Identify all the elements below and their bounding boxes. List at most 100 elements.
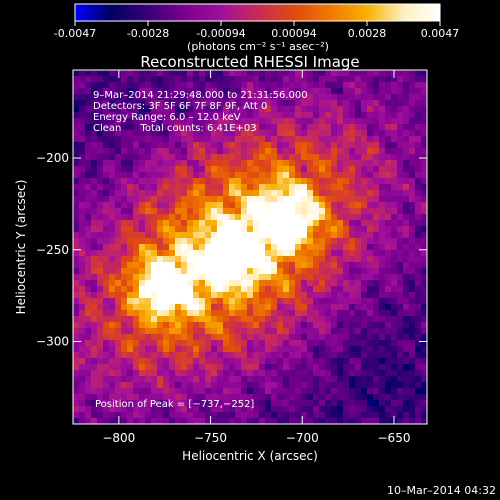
heatmap-cell (169, 232, 176, 239)
heatmap-cell (361, 382, 368, 389)
heatmap-cell (145, 154, 152, 161)
colorbar-tick-label: -0.0028 (127, 27, 169, 40)
heatmap-cell (325, 268, 332, 275)
heatmap-cell (385, 400, 392, 407)
heatmap-cell (271, 250, 278, 257)
heatmap-cell (415, 238, 422, 245)
heatmap-cell (217, 172, 224, 179)
heatmap-cell (343, 250, 350, 257)
heatmap-cell (409, 388, 416, 395)
heatmap-cell (205, 268, 212, 275)
heatmap-cell (409, 394, 416, 401)
heatmap-cell (247, 352, 254, 359)
heatmap-cell (361, 160, 368, 167)
heatmap-cell (277, 304, 284, 311)
heatmap-cell (115, 238, 122, 245)
heatmap-cell (229, 352, 236, 359)
heatmap-cell (379, 172, 386, 179)
heatmap-cell (313, 220, 320, 227)
heatmap-cell (301, 208, 308, 215)
heatmap-cell (229, 208, 236, 215)
heatmap-cell (397, 238, 404, 245)
heatmap-cell (403, 406, 410, 413)
heatmap-cell (253, 226, 260, 233)
heatmap-cell (247, 328, 254, 335)
heatmap-cell (139, 376, 146, 383)
heatmap-cell (73, 196, 80, 203)
heatmap-cell (193, 118, 200, 125)
heatmap-cell (355, 178, 362, 185)
heatmap-cell (373, 100, 380, 107)
heatmap-cell (331, 388, 338, 395)
heatmap-cell (397, 316, 404, 323)
heatmap-cell (163, 292, 170, 299)
heatmap-cell (169, 322, 176, 329)
heatmap-cell (199, 304, 206, 311)
heatmap-cell (415, 172, 422, 179)
heatmap-cell (379, 382, 386, 389)
heatmap-cell (349, 142, 356, 149)
heatmap-cell (421, 328, 427, 335)
heatmap-cell (313, 268, 320, 275)
heatmap-cell (241, 166, 248, 173)
heatmap-cell (265, 370, 272, 377)
heatmap-cell (235, 214, 242, 221)
heatmap-cell (355, 388, 362, 395)
heatmap-cell (169, 130, 176, 137)
heatmap-cell (127, 142, 134, 149)
heatmap-cell (253, 202, 260, 209)
heatmap-cell (187, 100, 194, 107)
heatmap-cell (145, 202, 152, 209)
heatmap-cell (319, 352, 326, 359)
heatmap-cell (331, 106, 338, 113)
heatmap-cell (169, 352, 176, 359)
heatmap-image (73, 70, 427, 424)
heatmap-cell (385, 394, 392, 401)
heatmap-cell (127, 412, 134, 419)
heatmap-cell (403, 124, 410, 131)
heatmap-cell (223, 304, 230, 311)
heatmap-cell (103, 412, 110, 419)
heatmap-cell (121, 394, 128, 401)
heatmap-cell (247, 310, 254, 317)
heatmap-cell (313, 370, 320, 377)
heatmap-cell (217, 250, 224, 257)
heatmap-cell (133, 376, 140, 383)
heatmap-cell (235, 196, 242, 203)
heatmap-cell (307, 184, 314, 191)
heatmap-cell (229, 238, 236, 245)
heatmap-cell (373, 178, 380, 185)
heatmap-cell (409, 100, 416, 107)
heatmap-cell (199, 76, 206, 83)
heatmap-cell (217, 76, 224, 83)
heatmap-cell (307, 298, 314, 305)
heatmap-cell (295, 316, 302, 323)
heatmap-cell (313, 262, 320, 269)
heatmap-cell (301, 394, 308, 401)
heatmap-cell (223, 370, 230, 377)
heatmap-cell (133, 70, 140, 77)
heatmap-cell (175, 214, 182, 221)
heatmap-cell (397, 196, 404, 203)
heatmap-cell (349, 298, 356, 305)
heatmap-cell (379, 76, 386, 83)
heatmap-cell (91, 250, 98, 257)
heatmap-cell (349, 346, 356, 353)
heatmap-cell (91, 388, 98, 395)
heatmap-cell (361, 298, 368, 305)
heatmap-cell (145, 142, 152, 149)
heatmap-cell (391, 112, 398, 119)
heatmap-cell (145, 322, 152, 329)
heatmap-cell (349, 160, 356, 167)
heatmap-cell (325, 400, 332, 407)
heatmap-cell (223, 166, 230, 173)
heatmap-cell (157, 124, 164, 131)
heatmap-cell (79, 316, 86, 323)
heatmap-cell (103, 418, 110, 424)
heatmap-cell (295, 370, 302, 377)
heatmap-cell (265, 154, 272, 161)
heatmap-cell (145, 94, 152, 101)
heatmap-cell (157, 100, 164, 107)
heatmap-cell (133, 280, 140, 287)
heatmap-cell (85, 244, 92, 251)
